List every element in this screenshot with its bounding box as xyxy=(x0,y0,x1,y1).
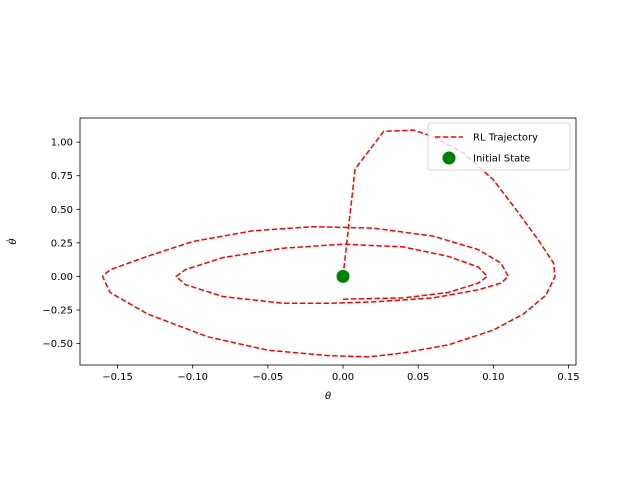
y-tick-label: −0.25 xyxy=(42,305,73,316)
y-tick-label: 0.50 xyxy=(51,205,73,216)
y-tick-label: 0.75 xyxy=(51,171,73,182)
y-tick-label: 1.00 xyxy=(51,138,73,149)
plot-area xyxy=(101,129,556,358)
legend-label: Initial State xyxy=(473,154,530,165)
x-tick-label: −0.10 xyxy=(177,372,208,383)
x-tick-label: 0.10 xyxy=(482,372,504,383)
x-tick-label: 0.15 xyxy=(557,372,579,383)
x-tick-label: −0.05 xyxy=(253,372,284,383)
x-tick-label: 0.00 xyxy=(332,372,354,383)
axes-frame xyxy=(79,117,577,366)
legend-box xyxy=(427,122,571,171)
x-axis-label: θ xyxy=(325,391,331,402)
y-tick-label: 0.25 xyxy=(51,238,73,249)
legend-label: RL Trajectory xyxy=(473,133,538,144)
y-axis-label: θ̇ xyxy=(5,238,19,244)
legend: RL Trajectory Initial State xyxy=(427,122,571,171)
y-tick-label: 0.00 xyxy=(51,272,73,283)
y-tick-label: −0.50 xyxy=(42,339,73,350)
x-tick-label: 0.05 xyxy=(407,372,429,383)
rl-trajectory-line xyxy=(101,129,556,358)
axes: −0.15 −0.10 −0.05 0.00 0.05 0.10 0.15 −0.50 −0.2… xyxy=(42,117,580,383)
x-tick-label: −0.15 xyxy=(102,372,133,383)
initial-state-marker xyxy=(336,269,350,283)
legend-swatch-initial-state xyxy=(442,151,456,165)
